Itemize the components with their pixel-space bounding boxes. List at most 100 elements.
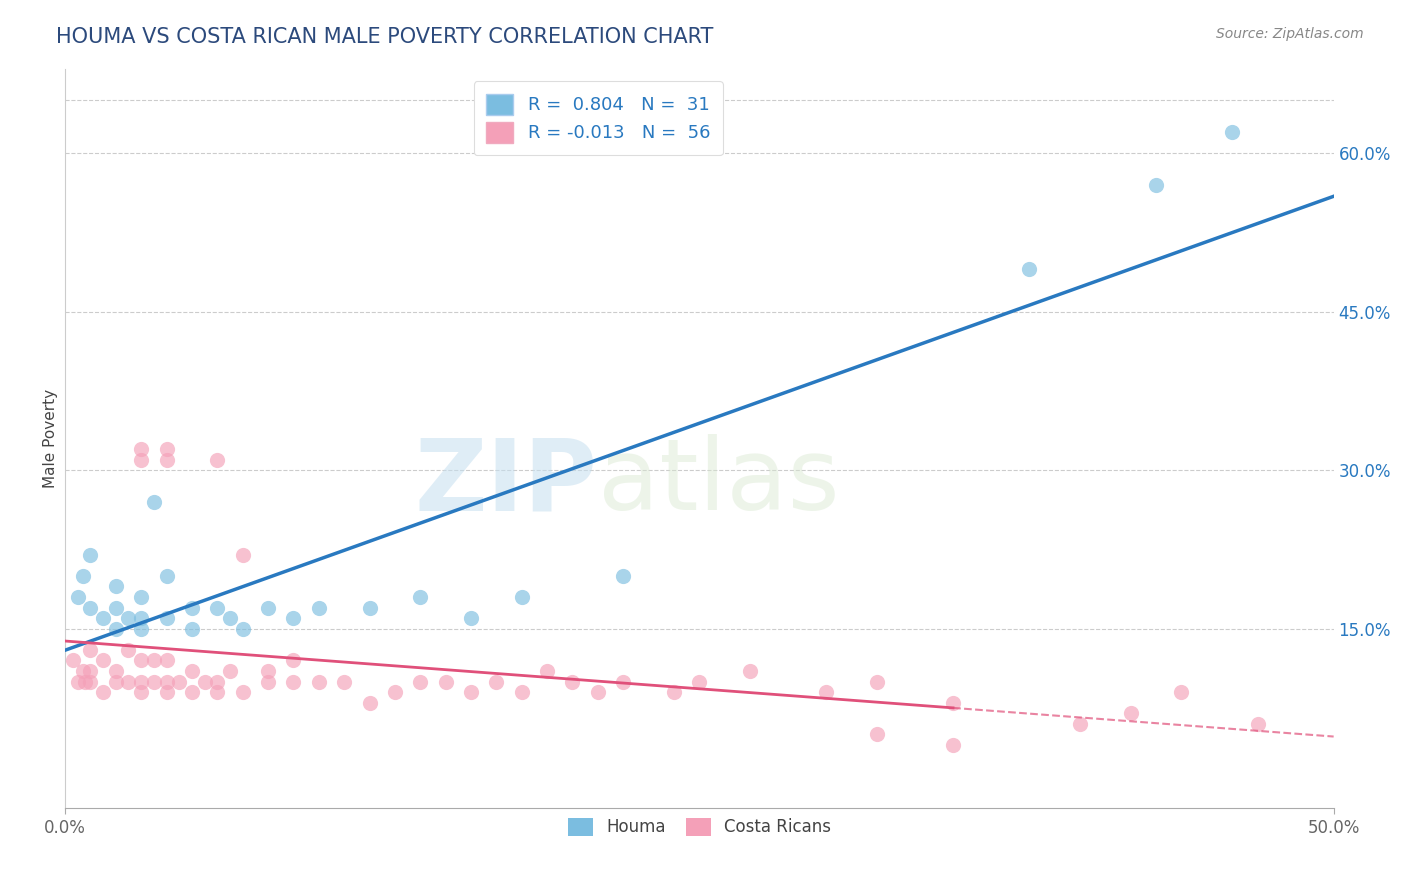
Text: ZIP: ZIP: [415, 434, 598, 532]
Point: [91, 611, 114, 625]
Point: [942, 738, 965, 752]
Point: [155, 442, 177, 456]
Point: [359, 600, 381, 615]
Text: Source: ZipAtlas.com: Source: ZipAtlas.com: [1216, 27, 1364, 41]
Point: [1246, 717, 1268, 731]
Point: [359, 696, 381, 710]
Point: [384, 685, 406, 699]
Point: [104, 664, 127, 678]
Point: [104, 579, 127, 593]
Point: [409, 674, 432, 689]
Point: [219, 611, 242, 625]
Point: [167, 674, 190, 689]
Point: [1069, 717, 1091, 731]
Point: [510, 590, 533, 604]
Point: [612, 674, 634, 689]
Point: [142, 674, 165, 689]
Point: [155, 674, 177, 689]
Point: [155, 685, 177, 699]
Point: [129, 590, 152, 604]
Point: [409, 590, 432, 604]
Point: [536, 664, 558, 678]
Point: [91, 685, 114, 699]
Point: [1144, 178, 1167, 192]
Point: [942, 696, 965, 710]
Point: [181, 664, 204, 678]
Point: [485, 674, 508, 689]
Point: [181, 600, 204, 615]
Point: [866, 674, 889, 689]
Point: [561, 674, 583, 689]
Point: [129, 685, 152, 699]
Point: [232, 685, 254, 699]
Point: [866, 727, 889, 741]
Point: [688, 674, 710, 689]
Point: [460, 611, 482, 625]
Point: [257, 674, 280, 689]
Point: [79, 643, 101, 657]
Point: [129, 442, 152, 456]
Point: [612, 569, 634, 583]
Point: [155, 569, 177, 583]
Point: [79, 664, 101, 678]
Point: [117, 643, 139, 657]
Point: [333, 674, 356, 689]
Point: [155, 452, 177, 467]
Point: [257, 664, 280, 678]
Point: [207, 685, 229, 699]
Point: [434, 674, 457, 689]
Point: [181, 685, 204, 699]
Point: [117, 611, 139, 625]
Point: [129, 674, 152, 689]
Point: [207, 674, 229, 689]
Point: [142, 495, 165, 509]
Text: HOUMA VS COSTA RICAN MALE POVERTY CORRELATION CHART: HOUMA VS COSTA RICAN MALE POVERTY CORREL…: [56, 27, 714, 46]
Point: [142, 653, 165, 667]
Y-axis label: Male Poverty: Male Poverty: [44, 389, 58, 488]
Point: [257, 600, 280, 615]
Point: [75, 674, 97, 689]
Point: [155, 611, 177, 625]
Point: [1018, 262, 1040, 277]
Point: [1119, 706, 1142, 721]
Point: [308, 600, 330, 615]
Point: [79, 600, 101, 615]
Point: [72, 569, 94, 583]
Text: atlas: atlas: [598, 434, 839, 532]
Point: [232, 548, 254, 562]
Point: [129, 452, 152, 467]
Point: [181, 622, 204, 636]
Point: [194, 674, 217, 689]
Point: [586, 685, 609, 699]
Point: [219, 664, 242, 678]
Point: [232, 622, 254, 636]
Point: [104, 622, 127, 636]
Point: [79, 548, 101, 562]
Point: [66, 674, 89, 689]
Point: [738, 664, 761, 678]
Point: [308, 674, 330, 689]
Legend: Houma, Costa Ricans: Houma, Costa Ricans: [560, 809, 839, 845]
Point: [72, 664, 94, 678]
Point: [66, 590, 89, 604]
Point: [104, 600, 127, 615]
Point: [117, 674, 139, 689]
Point: [104, 674, 127, 689]
Point: [62, 653, 84, 667]
Point: [283, 674, 305, 689]
Point: [510, 685, 533, 699]
Point: [283, 611, 305, 625]
Point: [207, 600, 229, 615]
Point: [129, 622, 152, 636]
Point: [815, 685, 838, 699]
Point: [155, 653, 177, 667]
Point: [207, 452, 229, 467]
Point: [79, 674, 101, 689]
Point: [129, 611, 152, 625]
Point: [283, 653, 305, 667]
Point: [460, 685, 482, 699]
Point: [129, 653, 152, 667]
Point: [1220, 125, 1243, 139]
Point: [662, 685, 685, 699]
Point: [91, 653, 114, 667]
